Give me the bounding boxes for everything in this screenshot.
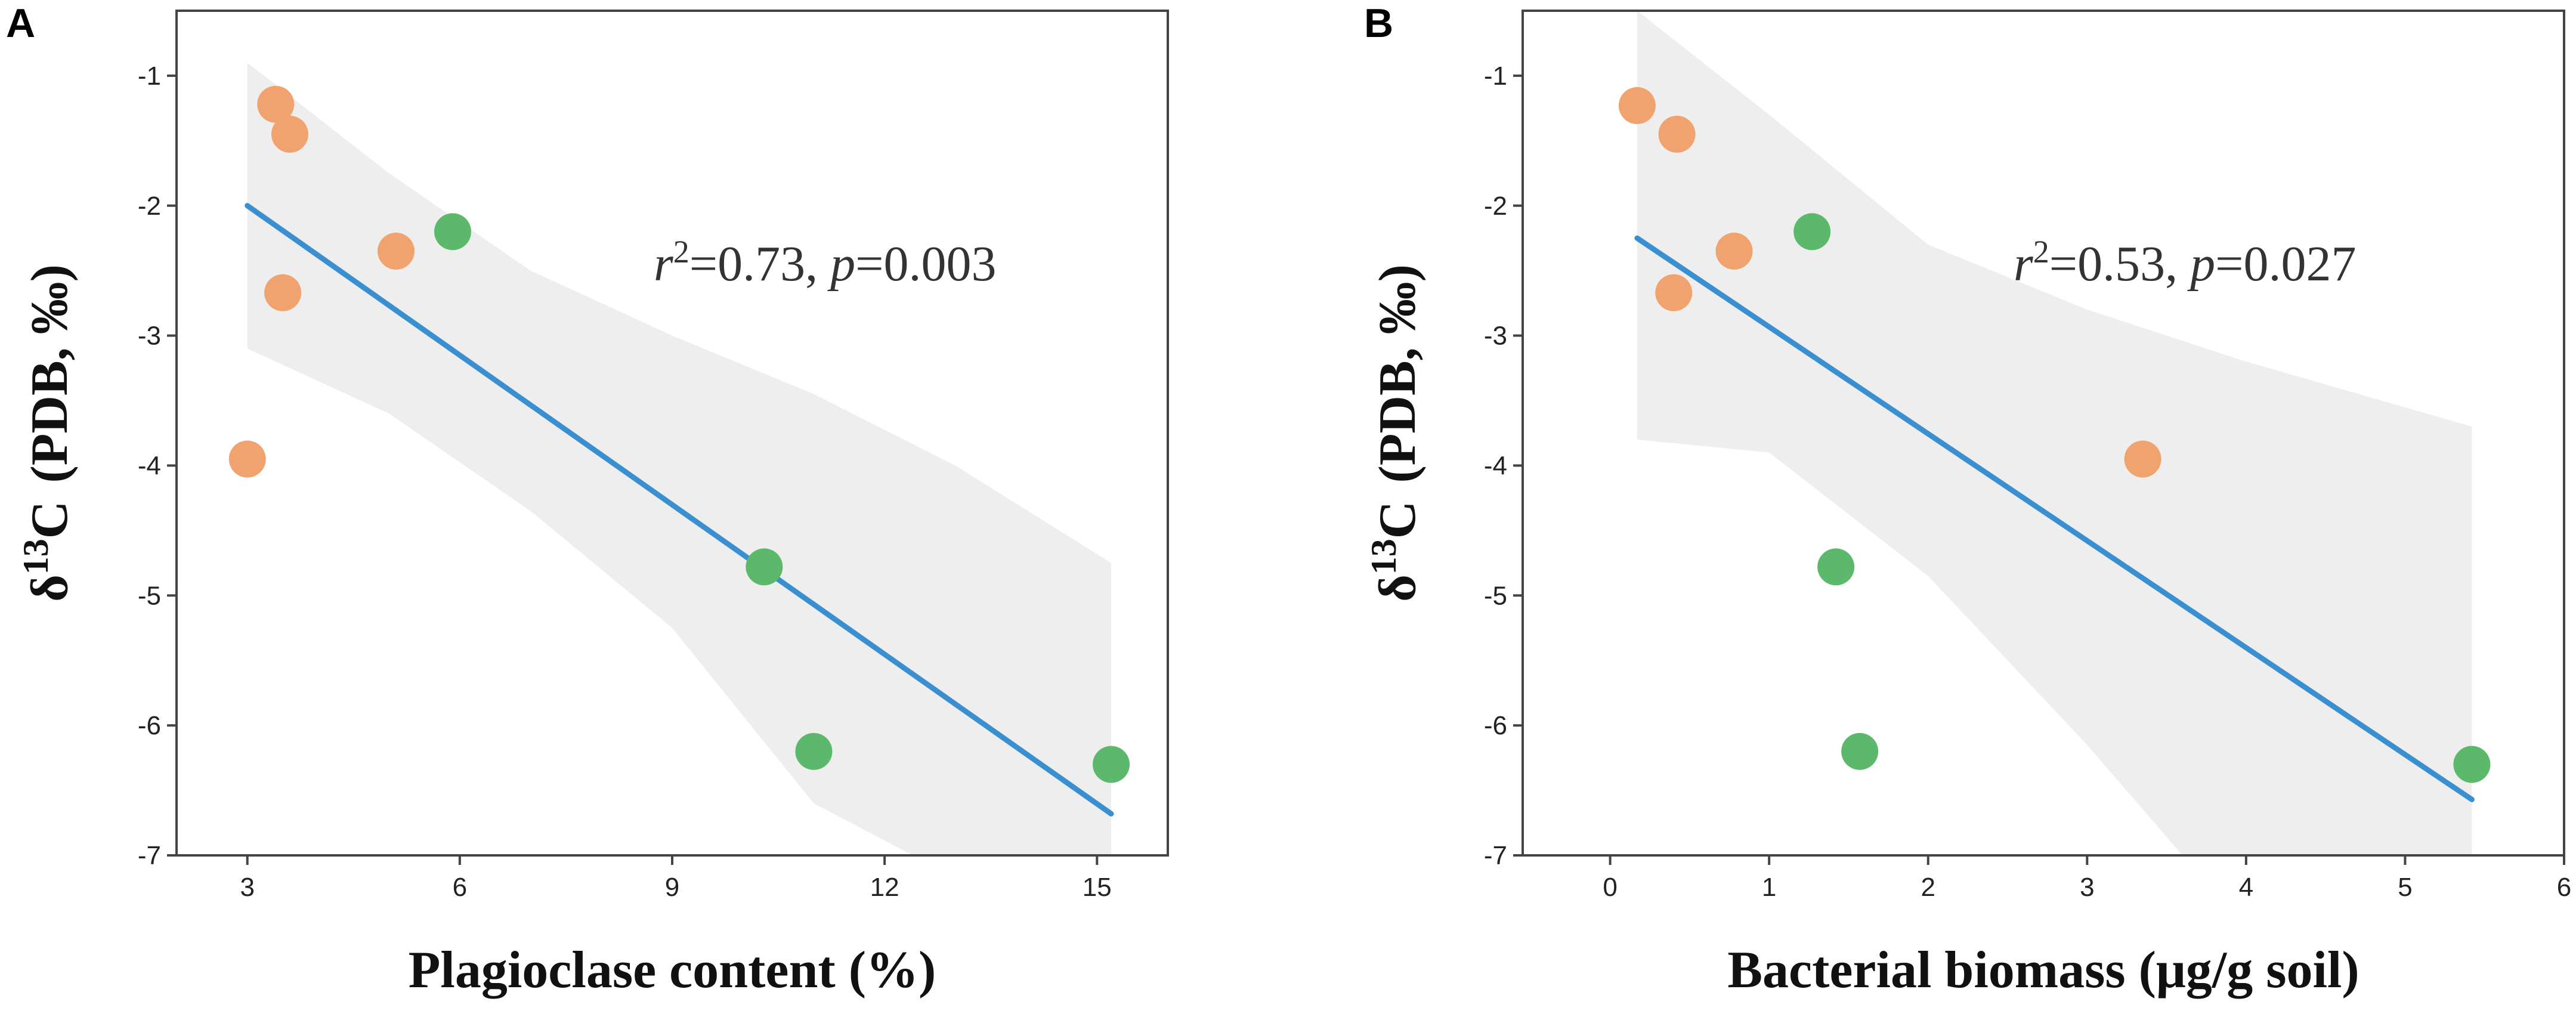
stats-annotation-b: r2=0.53, p=0.027 [2014,234,2356,292]
data-point-orange [1655,274,1693,311]
data-points-layer [1618,87,2491,783]
y-tick-label: -2 [1484,191,1507,221]
x-tick-label: 2 [1921,873,1935,902]
data-point-green [2453,746,2491,783]
plot-frame-b [1522,10,2565,857]
data-point-green [795,732,833,770]
panel-a: A -1 -2 -3 -4 -5 -6 -7 3 6 9 12 15 Plagioclase con… [6,1,1169,999]
data-point-orange [257,85,295,123]
panel-letter-b: B [1364,1,1393,46]
x-axis-label-a: Plagioclase content (%) [409,941,936,999]
confidence-band-layer [247,63,1112,856]
panel-letter-a: A [6,1,35,46]
x-tick-label: 6 [2557,873,2571,902]
x-tick-label: 4 [2239,873,2253,902]
x-tick-label: 0 [1603,873,1617,902]
data-point-orange [378,233,415,270]
x-tick-label: 6 [453,873,467,902]
data-point-orange [1658,115,1696,153]
x-tick-label: 12 [870,873,899,902]
x-tick-label: 9 [665,873,679,902]
y-tick-label: -7 [138,841,161,870]
y-tick-label: -5 [1484,581,1507,610]
data-point-green [1817,548,1855,586]
confidence-band [1637,11,2472,855]
y-tick-label: -2 [138,191,161,221]
data-point-green [1793,213,1831,251]
y-tick-label: -1 [138,61,161,91]
regression-line [1634,235,2475,802]
data-point-orange [271,115,308,153]
y-tick-label: -6 [1484,711,1507,740]
regression-line-layer [245,203,1114,817]
stats-annotation-a: r2=0.73, p=0.003 [654,234,996,292]
x-tick-label: 1 [1762,873,1776,902]
data-points-layer [228,85,1130,783]
data-point-green [1093,746,1130,783]
data-point-orange [2124,440,2161,478]
y-ticks-a: -1 -2 -3 -4 -5 -6 -7 [138,61,177,870]
y-tick-label: -1 [1484,61,1507,91]
y-axis-label-a: δ13C(PDB, ‰) [16,264,79,602]
data-point-orange [1715,233,1753,270]
panel-b: B -1 -2 -3 -4 -5 -6 -7 0 1 2 3 4 5 6 Bacterial bioma… [1364,1,2571,999]
data-point-orange [264,274,302,311]
y-tick-label: -3 [138,322,161,351]
confidence-band-layer [1637,11,2472,855]
y-tick-label: -4 [138,451,161,480]
x-ticks-a: 3 6 9 12 15 [240,855,1112,902]
data-point-orange [228,440,266,478]
y-tick-label: -6 [138,711,161,740]
data-point-green [746,548,783,586]
y-ticks-b: -1 -2 -3 -4 -5 -6 -7 [1484,61,1523,870]
y-tick-label: -5 [138,581,161,610]
y-tick-label: -3 [1484,322,1507,351]
x-axis-label-b: Bacterial biomass (μg/g soil) [1727,941,2359,999]
y-tick-label: -7 [1484,841,1507,870]
data-point-orange [1618,87,1656,125]
x-tick-label: 15 [1083,873,1112,902]
y-tick-label: -4 [1484,451,1507,480]
y-axis-label-b: δ13C(PDB, ‰) [1364,264,1427,602]
x-tick-label: 3 [2080,873,2094,902]
regression-line [245,203,1114,817]
confidence-band [247,63,1112,856]
x-tick-label: 5 [2398,873,2412,902]
data-point-green [434,213,471,251]
data-point-green [1841,732,1879,770]
x-ticks-b: 0 1 2 3 4 5 6 [1603,855,2571,902]
x-tick-label: 3 [240,873,254,902]
regression-line-layer [1634,235,2475,802]
